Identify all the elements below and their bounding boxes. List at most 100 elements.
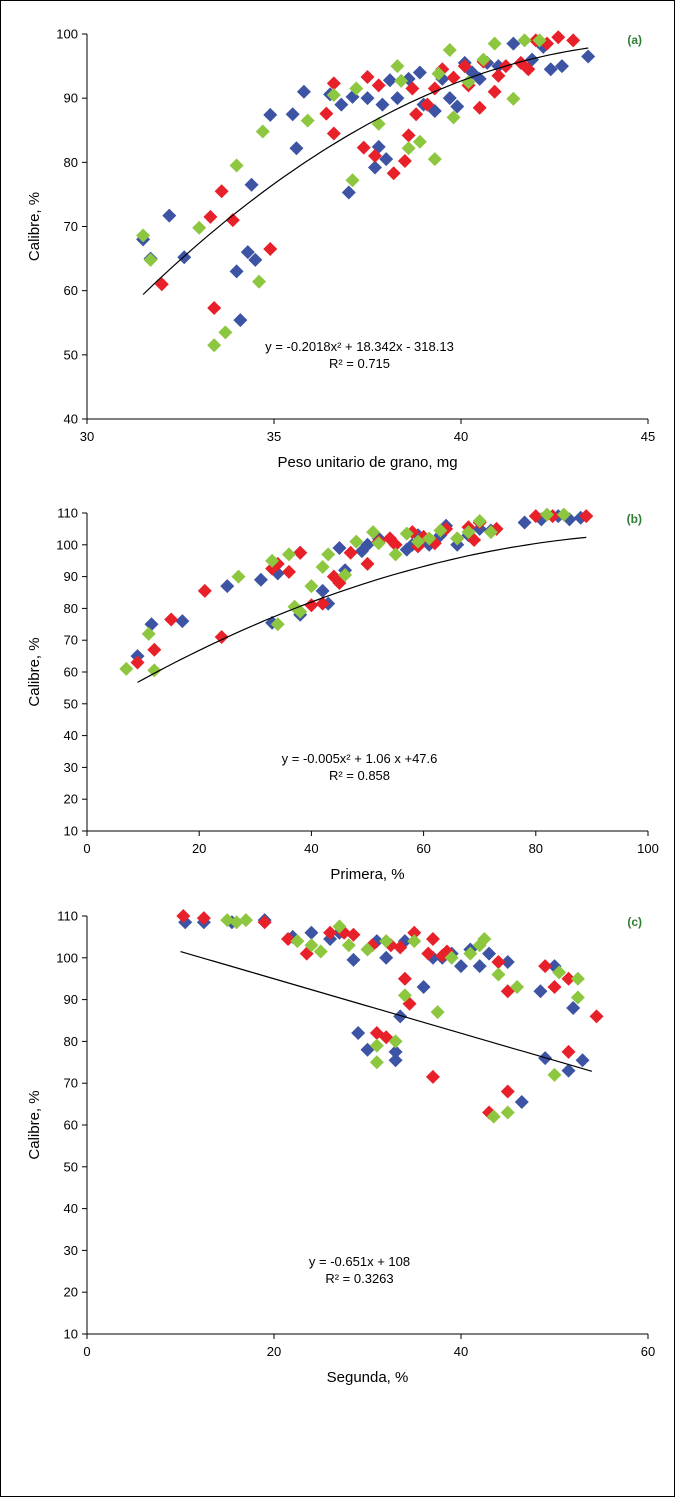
r-squared: R² = 0.858 — [329, 768, 390, 783]
data-point — [401, 128, 416, 143]
y-tick-label: 20 — [64, 792, 78, 807]
data-point — [450, 531, 465, 546]
x-axis-label: Segunda, % — [327, 1369, 409, 1386]
y-tick-label: 70 — [64, 1076, 78, 1091]
y-tick-label: 60 — [64, 665, 78, 680]
trend-line — [137, 536, 587, 683]
data-point — [332, 919, 347, 934]
x-tick-label: 20 — [267, 1344, 281, 1359]
data-point — [360, 69, 375, 84]
data-point — [304, 579, 319, 594]
x-tick-label: 60 — [641, 1344, 655, 1359]
data-point — [427, 81, 442, 96]
data-point — [323, 925, 338, 940]
data-point — [446, 70, 461, 85]
data-point — [566, 33, 581, 48]
data-point — [367, 148, 382, 163]
data-point — [450, 99, 465, 114]
data-point — [315, 560, 330, 575]
y-axis-label: Calibre, % — [26, 637, 43, 706]
x-tick-label: 20 — [192, 841, 206, 856]
data-point — [371, 78, 386, 93]
data-point — [461, 75, 476, 90]
data-point — [410, 534, 425, 549]
data-point — [334, 97, 349, 112]
r-squared: R² = 0.3263 — [325, 1271, 393, 1286]
data-point — [349, 534, 364, 549]
panel-a: 40 50 60 70 80 90 100 30 35 40 45 Peso unitario de … — [26, 27, 655, 472]
data-point — [487, 36, 502, 51]
x-tick-label: 60 — [416, 841, 430, 856]
data-point — [397, 154, 412, 169]
data-point — [570, 971, 585, 986]
x-axis-label: Peso unitario de grano, mg — [277, 454, 457, 471]
data-point — [533, 984, 548, 999]
data-point — [379, 152, 394, 167]
data-point — [581, 49, 596, 64]
data-point — [141, 626, 156, 641]
data-point — [540, 507, 555, 522]
data-point — [366, 525, 381, 540]
data-point — [263, 107, 278, 122]
data-point — [240, 245, 255, 260]
data-point — [349, 81, 364, 96]
data-point — [313, 944, 328, 959]
y-tick-label: 80 — [64, 601, 78, 616]
y-tick-label: 30 — [64, 760, 78, 775]
data-point — [476, 52, 491, 67]
x-tick-label: 30 — [80, 429, 94, 444]
y-tick-label: 90 — [64, 992, 78, 1007]
data-point — [220, 913, 235, 928]
data-point — [270, 617, 285, 632]
data-point — [482, 946, 497, 961]
x-tick-label: 40 — [454, 429, 468, 444]
data-point — [371, 536, 386, 551]
data-point — [433, 523, 448, 538]
data-point — [547, 980, 562, 995]
data-point — [514, 1095, 529, 1110]
y-tick-label: 10 — [64, 1327, 78, 1342]
x-axis-label: Primera, % — [330, 866, 404, 883]
y-tick-label: 40 — [64, 412, 78, 427]
y-tick-label: 110 — [57, 909, 78, 924]
y-tick-label: 10 — [64, 824, 78, 839]
y-axis-label: Calibre, % — [26, 192, 43, 261]
x-tick-label: 0 — [83, 1344, 90, 1359]
data-point — [231, 569, 246, 584]
x-tick-label: 40 — [454, 1344, 468, 1359]
data-point — [176, 909, 191, 923]
data-point — [207, 300, 222, 315]
y-tick-label: 110 — [57, 506, 78, 521]
data-point — [420, 97, 435, 112]
trend-line — [180, 951, 593, 1072]
data-point — [394, 73, 409, 88]
data-point — [579, 509, 594, 524]
data-point — [472, 100, 487, 115]
data-point — [399, 526, 414, 541]
data-point — [506, 36, 521, 51]
data-point — [472, 513, 487, 528]
y-tick-label: 70 — [64, 633, 78, 648]
data-point — [561, 1063, 576, 1078]
data-point — [554, 59, 569, 74]
data-point — [281, 547, 296, 562]
data-point — [405, 81, 420, 96]
y-tick-label: 20 — [64, 1285, 78, 1300]
data-point — [561, 971, 576, 986]
data-point — [229, 915, 244, 930]
y-tick-label: 60 — [64, 1118, 78, 1133]
data-point — [346, 952, 361, 967]
data-point — [517, 515, 532, 530]
data-point — [164, 612, 179, 627]
data-point — [382, 73, 397, 88]
y-tick-label: 90 — [64, 569, 78, 584]
data-point — [332, 540, 347, 555]
data-point — [289, 141, 304, 156]
data-point — [401, 141, 416, 156]
y-tick-label: 50 — [64, 347, 78, 362]
y-tick-label: 50 — [64, 696, 78, 711]
data-point — [293, 545, 308, 560]
data-point — [175, 614, 190, 629]
data-point — [472, 959, 487, 974]
